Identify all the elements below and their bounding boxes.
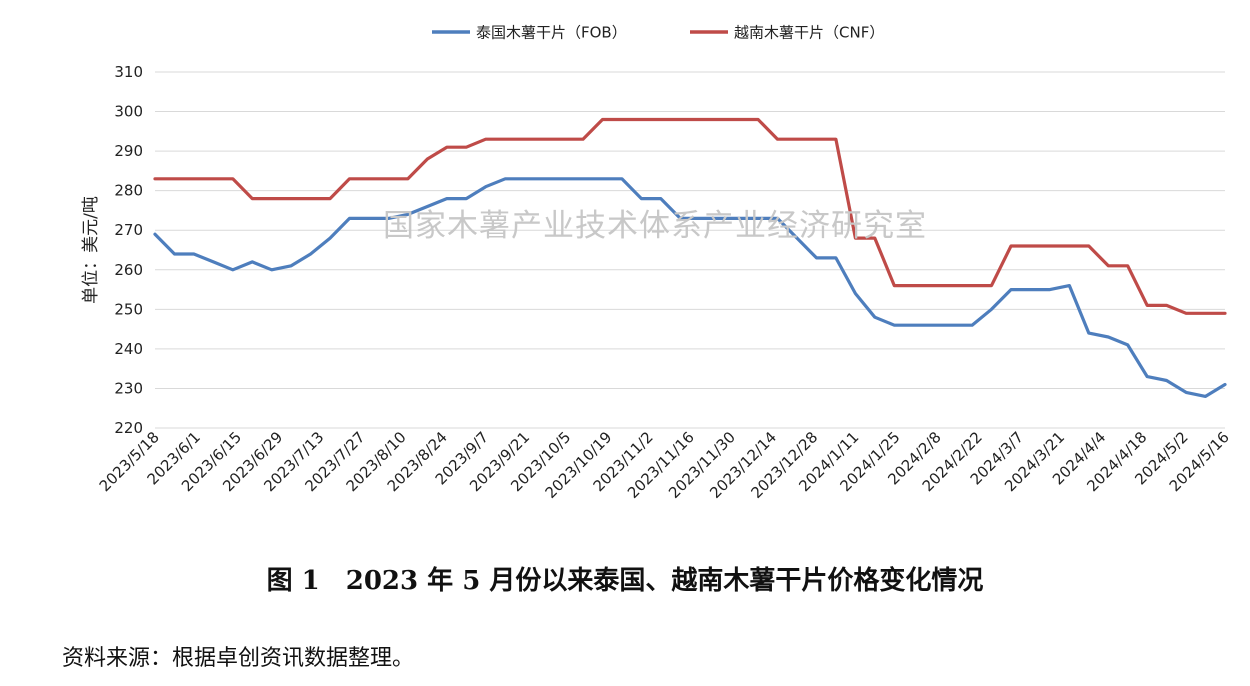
y-tick-300: 300	[114, 103, 143, 121]
chart-legend: 泰国木薯干片（FOB） 越南木薯干片（CNF）	[432, 24, 884, 42]
y-tick-250: 250	[114, 300, 143, 318]
y-tick-230: 230	[114, 379, 143, 397]
y-tick-260: 260	[114, 261, 143, 279]
source-note: 资料来源：根据卓创资讯数据整理。	[62, 646, 415, 671]
y-tick-240: 240	[114, 340, 143, 358]
y-axis-label: 单位：美元/吨	[81, 196, 101, 304]
price-line-chart: 泰国木薯干片（FOB） 越南木薯干片（CNF） 220 230 240 250 260 27…	[81, 24, 1233, 502]
y-tick-290: 290	[114, 142, 143, 160]
y-tick-280: 280	[114, 182, 143, 200]
legend-label-1: 越南木薯干片（CNF）	[734, 24, 884, 42]
series-line-1	[153, 117, 1227, 315]
figure-caption: 图 1 2023 年 5 月份以来泰国、越南木薯干片价格变化情况	[266, 566, 984, 596]
series-line-0	[153, 177, 1227, 398]
y-tick-labels: 220 230 240 250 260 270 280 290 300 310	[114, 63, 143, 437]
y-tick-270: 270	[114, 221, 143, 239]
y-tick-310: 310	[114, 63, 143, 81]
series-lines	[153, 117, 1227, 398]
y-tick-220: 220	[114, 419, 143, 437]
x-tick-labels: 2023/5/182023/6/12023/6/152023/6/292023/…	[96, 428, 1233, 502]
legend-label-0: 泰国木薯干片（FOB）	[476, 24, 627, 42]
y-gridlines	[155, 71, 1225, 429]
watermark-text: 国家木薯产业技术体系产业经济研究室	[383, 208, 927, 244]
